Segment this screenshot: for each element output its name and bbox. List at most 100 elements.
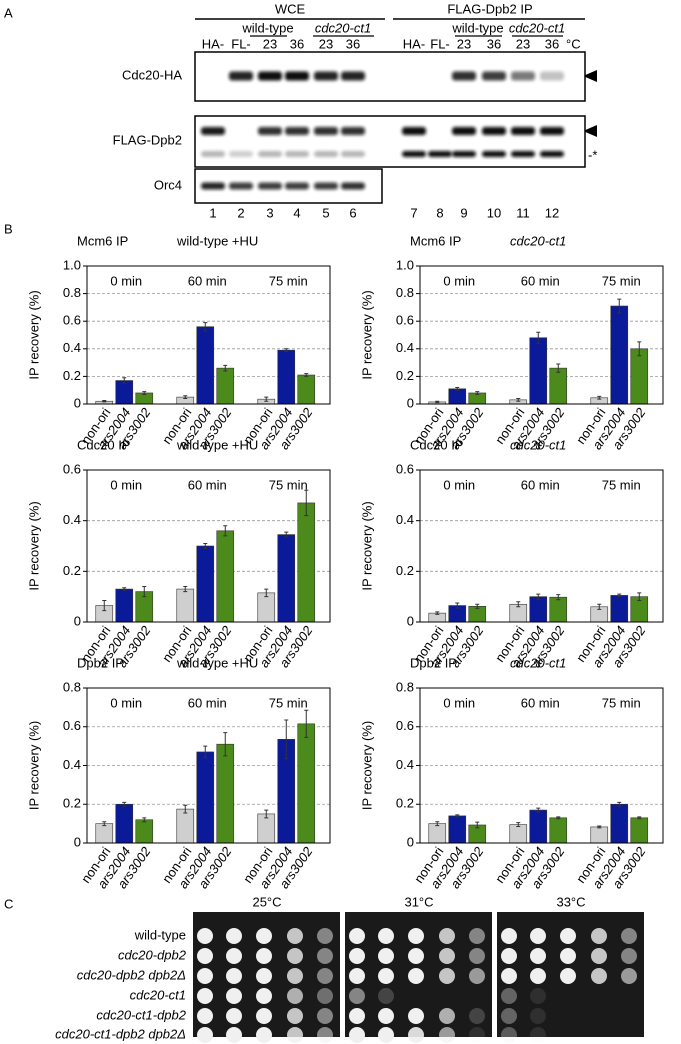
blot-band (258, 127, 282, 135)
y-tick-label: 0.8 (63, 285, 81, 300)
y-tick-label: 0.2 (396, 368, 414, 383)
bar (610, 595, 629, 623)
blot-band (341, 71, 365, 81)
yeast-spot (469, 928, 485, 944)
blot-band (452, 71, 476, 81)
y-tick-label: 0.6 (396, 461, 414, 476)
yeast-spot (591, 968, 607, 984)
plot-frame (419, 469, 664, 623)
error-bar (617, 801, 622, 807)
yeast-spot (287, 1027, 303, 1043)
error-bar (536, 593, 541, 600)
yeast-spot (197, 988, 213, 1004)
error-bar (223, 732, 228, 757)
y-tick-label: 0.4 (396, 757, 414, 772)
blot-band (258, 182, 282, 190)
temperature-label: 33°C (556, 894, 585, 909)
lane-label: FL- (430, 36, 450, 51)
error-bar (203, 322, 208, 332)
category-label: 60 min (188, 695, 227, 710)
chart-title: Dpb2 IP (77, 655, 124, 670)
bar (509, 824, 528, 844)
lane-label: 23 (516, 36, 530, 51)
bar (630, 817, 649, 844)
bar (216, 743, 235, 844)
error-bar (284, 348, 289, 353)
plot-frame (419, 265, 664, 405)
y-tick-label: 0.6 (63, 313, 81, 328)
y-tick-label: 0.8 (396, 285, 414, 300)
yeast-spot (349, 1008, 365, 1024)
panel-label: C (4, 896, 13, 911)
error-bar (536, 807, 541, 813)
yeast-spot (378, 928, 394, 944)
category-label: 75 min (602, 273, 641, 288)
plot-frame (419, 687, 664, 844)
y-tick-label: 0.6 (63, 461, 81, 476)
yeast-spot (349, 948, 365, 964)
error-bar (556, 816, 561, 820)
lane-label: HA- (202, 36, 224, 51)
error-bar (142, 817, 147, 823)
panel-label: B (4, 221, 13, 236)
error-bar (304, 373, 309, 377)
yeast-spot (317, 988, 333, 1004)
category-label: 0 min (110, 273, 142, 288)
blot-band (511, 71, 535, 81)
band-arrow (583, 125, 597, 137)
yeast-spot (349, 968, 365, 984)
category-label: 60 min (188, 477, 227, 492)
lane-label: 36 (290, 36, 304, 51)
blot-band (314, 127, 338, 135)
yeast-spot (469, 948, 485, 964)
error-bar (597, 825, 602, 829)
error-bar (435, 611, 440, 615)
category-label: 0 min (443, 273, 475, 288)
bar (115, 380, 134, 405)
lane-label: 23 (263, 36, 277, 51)
bar (216, 530, 235, 623)
yeast-spot (317, 1027, 333, 1043)
blot-row-label: Cdc20-HA (122, 67, 182, 82)
error-bar (142, 391, 147, 395)
bar (115, 803, 134, 844)
blot-band (285, 71, 309, 81)
yeast-spot (439, 968, 455, 984)
yeast-spot (197, 928, 213, 944)
y-tick-label: 0.4 (63, 340, 81, 355)
blot-band (285, 127, 309, 135)
error-bar (475, 391, 480, 395)
lane-label: 36 (346, 36, 360, 51)
yeast-spot (439, 1027, 455, 1043)
yeast-spot (408, 1008, 424, 1024)
error-bar (455, 386, 460, 391)
y-tick-label: 0.2 (63, 796, 81, 811)
error-bar (637, 592, 642, 601)
blot-band (482, 151, 506, 157)
yeast-spot (501, 968, 517, 984)
lane-number: 3 (266, 205, 273, 220)
blot-band (428, 151, 452, 157)
bar (196, 751, 215, 844)
y-axis-label: IP recovery (%) (359, 501, 374, 590)
bar (428, 823, 447, 844)
yeast-spot (197, 948, 213, 964)
error-bar (304, 709, 309, 738)
y-tick-label: 0.2 (63, 368, 81, 383)
yeast-spot (378, 1027, 394, 1043)
bar (176, 808, 195, 844)
error-bar (223, 525, 228, 537)
chart-subtitle: wild-type +HU (176, 437, 258, 452)
blot-band (285, 151, 309, 157)
error-bar (455, 814, 460, 818)
lane-number: 8 (436, 205, 443, 220)
yeast-spot (226, 948, 242, 964)
unit-label: °C (566, 36, 581, 51)
yeast-spot (530, 948, 546, 964)
yeast-spot (256, 928, 272, 944)
category-label: 60 min (188, 273, 227, 288)
lane-number: 6 (349, 205, 356, 220)
y-tick-label: 0 (407, 834, 414, 849)
blot-band (511, 127, 535, 135)
